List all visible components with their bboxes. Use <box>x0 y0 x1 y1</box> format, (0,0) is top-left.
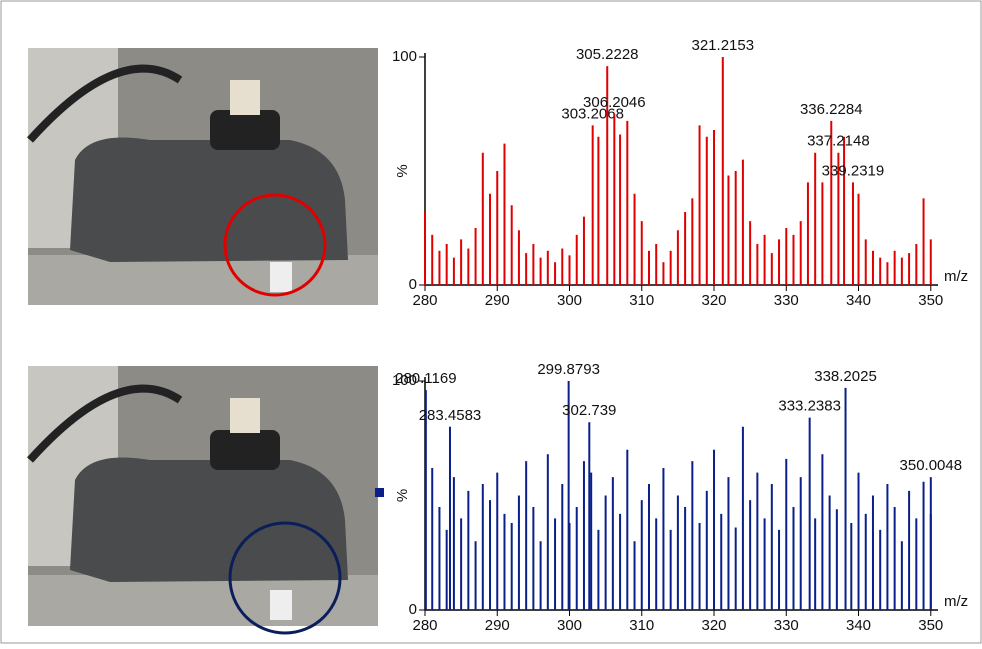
x-tick-label: 340 <box>846 292 871 309</box>
x-tick-label: 330 <box>774 292 799 309</box>
x-tick-label: 350 <box>918 617 943 634</box>
x-tick-label: 330 <box>774 617 799 634</box>
peak-label: 321.2153 <box>692 37 755 54</box>
x-axis-label: m/z <box>944 593 968 610</box>
x-tick-label: 320 <box>701 617 726 634</box>
x-tick-label: 300 <box>557 292 582 309</box>
peak-label: 336.2284 <box>800 101 863 118</box>
peak-label: 303.2068 <box>561 105 624 122</box>
knob <box>210 110 280 150</box>
x-tick-label: 310 <box>629 617 654 634</box>
bench <box>28 575 378 626</box>
y-tick-label: 100 <box>392 372 417 389</box>
tip <box>270 590 292 620</box>
x-tick-label: 290 <box>485 617 510 634</box>
x-tick-label: 280 <box>412 617 437 634</box>
peak-label: 339.2319 <box>822 162 885 179</box>
highlight-circle <box>223 193 327 297</box>
y-tick-label: 0 <box>409 601 417 618</box>
fitting <box>230 80 260 115</box>
x-tick-label: 340 <box>846 617 871 634</box>
photo-top <box>27 48 378 305</box>
y-axis-label: % <box>394 164 411 177</box>
x-tick-label: 280 <box>412 292 437 309</box>
peak-label: 302.739 <box>562 402 616 419</box>
peak-label: 305.2228 <box>576 46 639 63</box>
peak-label: 306.2046 <box>583 94 646 111</box>
fitting <box>230 398 260 433</box>
peak-label: 283.4583 <box>419 407 482 424</box>
highlight-circle <box>228 521 342 635</box>
marker-square <box>375 488 384 497</box>
x-axis-label: m/z <box>944 268 968 285</box>
peak-label: 350.0048 <box>900 457 963 474</box>
device <box>70 137 348 262</box>
knob <box>210 430 280 470</box>
peak-label: 299.8793 <box>537 361 600 378</box>
tip <box>270 262 292 292</box>
peak-label: 338.2025 <box>814 368 877 385</box>
y-tick-label: 100 <box>392 48 417 65</box>
cable <box>27 384 183 463</box>
y-axis-label: % <box>394 489 411 502</box>
y-tick-label: 0 <box>409 276 417 293</box>
cable <box>27 64 183 143</box>
bench <box>28 255 378 305</box>
x-tick-label: 320 <box>701 292 726 309</box>
x-tick-label: 290 <box>485 292 510 309</box>
x-tick-label: 350 <box>918 292 943 309</box>
peak-label: 333.2383 <box>778 398 841 415</box>
x-tick-label: 310 <box>629 292 654 309</box>
x-tick-label: 300 <box>557 617 582 634</box>
peak-label: 280.1169 <box>395 370 456 387</box>
photo-bottom <box>27 366 384 635</box>
device <box>70 457 348 582</box>
peak-label: 337.2148 <box>807 133 870 150</box>
